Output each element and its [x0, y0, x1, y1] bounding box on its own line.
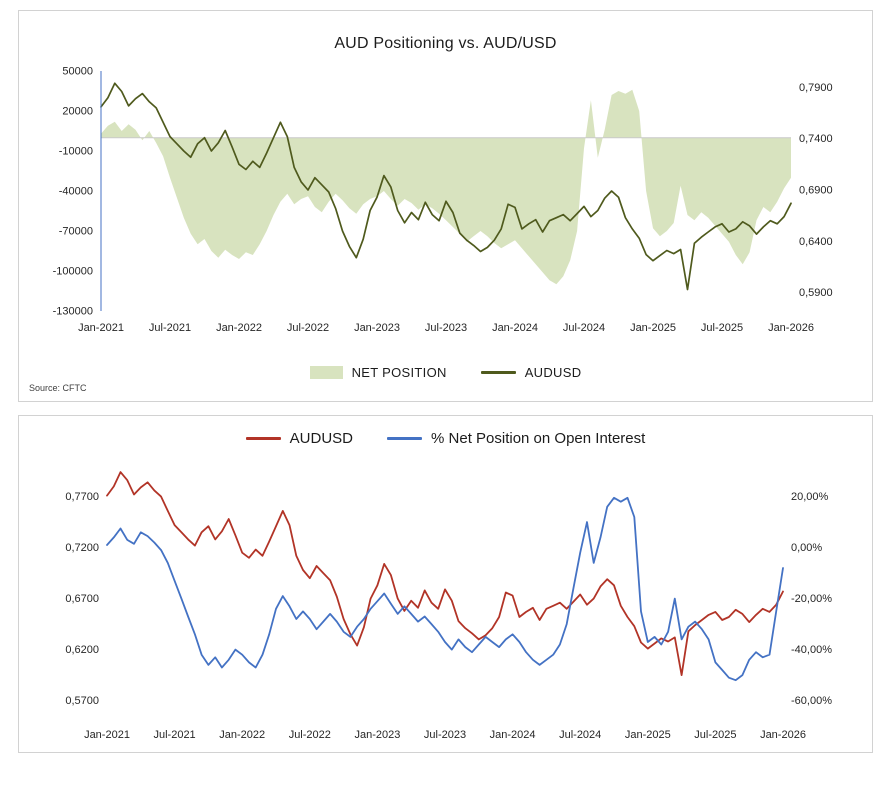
legend-spacer	[456, 372, 472, 373]
right-axis-tick-label: -40,00%	[791, 644, 832, 656]
x-axis-tick-label: Jul-2022	[287, 322, 329, 334]
x-axis-tick-label: Jul-2024	[563, 322, 605, 334]
x-axis-tick-label: Jul-2023	[424, 729, 466, 741]
pct-chart-canvas: 0,7700 0,7200 0,6700 0,6200 0,5700 20,00% 0,00…	[65, 471, 832, 741]
right-axis-tick-label: 0,5900	[799, 287, 833, 299]
audusd-line-swatch	[480, 371, 516, 374]
right-axis-tick-label: 20,00%	[791, 491, 829, 503]
audusd-red-line-swatch	[245, 437, 281, 440]
left-axis-tick-label: -130000	[53, 306, 93, 318]
x-axis-tick-label: Jan-2025	[630, 322, 676, 334]
left-axis-tick-label: -70000	[59, 226, 93, 238]
x-axis-tick-label: Jan-2024	[490, 729, 536, 741]
x-axis-tick-label: Jan-2023	[354, 729, 400, 741]
x-axis-tick-label: Jan-2021	[84, 729, 130, 741]
net-position-area-swatch	[309, 366, 343, 379]
positioning-chart-legend: NET POSITION AUDUSD	[19, 365, 872, 380]
positioning-chart-panel: AUD Positioning vs. AUD/USD 50000 20000 -1…	[18, 10, 873, 402]
right-axis-tick-label: -60,00%	[791, 695, 832, 707]
legend-label-audusd: AUDUSD	[524, 365, 582, 380]
x-axis-tick-label: Jul-2022	[289, 729, 331, 741]
left-axis-tick-label: 0,6700	[65, 593, 99, 605]
source-label: Source: CFTC	[29, 383, 87, 393]
legend-label-audusd: AUDUSD	[289, 430, 354, 447]
x-axis-tick-label: Jan-2023	[354, 322, 400, 334]
series-net-position-on-open-interest	[106, 496, 784, 682]
right-axis-tick-label: 0,6900	[799, 185, 833, 197]
x-axis-tick-label: Jul-2025	[694, 729, 736, 741]
x-axis-tick-label: Jul-2021	[153, 729, 195, 741]
x-axis-tick-label: Jan-2022	[216, 322, 262, 334]
right-axis-tick-label: 0,7400	[799, 133, 833, 145]
left-axis-tick-label: 0,5700	[65, 695, 99, 707]
x-axis-tick-label: Jan-2025	[625, 729, 671, 741]
left-axis-tick-label: 50000	[62, 66, 93, 78]
x-axis-tick-label: Jan-2026	[768, 322, 814, 334]
left-axis-tick-label: 0,7200	[65, 542, 99, 554]
series-audusd	[100, 82, 792, 291]
chart-title: AUD Positioning vs. AUD/USD	[334, 35, 557, 52]
x-axis-tick-label: Jan-2026	[760, 729, 806, 741]
x-axis-tick-label: Jul-2025	[701, 322, 743, 334]
x-axis-tick-label: Jul-2021	[149, 322, 191, 334]
right-axis-tick-label: 0,7900	[799, 82, 833, 94]
pct-net-position-line-swatch	[387, 437, 423, 440]
left-axis-tick-label: 0,6200	[65, 644, 99, 656]
left-axis-tick-label: 20000	[62, 106, 93, 118]
right-axis-tick-label: 0,6400	[799, 236, 833, 248]
net-position-pct-chart-panel: AUDUSD % Net Position on Open Interest 0…	[18, 415, 873, 753]
legend-label-pct-net-position: % Net Position on Open Interest	[431, 430, 646, 447]
x-axis-tick-label: Jan-2022	[219, 729, 265, 741]
x-axis-tick-label: Jan-2024	[492, 322, 538, 334]
right-axis-tick-label: 0,00%	[791, 542, 822, 554]
x-axis-tick-label: Jan-2021	[78, 322, 124, 334]
right-axis-tick-label: -20,00%	[791, 593, 832, 605]
pct-chart-legend: AUDUSD % Net Position on Open Interest	[19, 430, 872, 447]
legend-label-net-position: NET POSITION	[351, 365, 447, 380]
left-axis-tick-label: 0,7700	[65, 491, 99, 503]
positioning-chart-canvas: 50000 20000 -10000 -40000 -70000 -100000 -1300…	[53, 66, 833, 335]
left-axis-tick-label: -10000	[59, 146, 93, 158]
left-axis-tick-label: -40000	[59, 186, 93, 198]
series-net-position	[101, 89, 791, 285]
legend-spacer	[362, 438, 378, 439]
x-axis-tick-label: Jul-2023	[425, 322, 467, 334]
x-axis-tick-label: Jul-2024	[559, 729, 601, 741]
left-axis-tick-label: -100000	[53, 266, 93, 278]
series-audusd	[106, 471, 784, 676]
